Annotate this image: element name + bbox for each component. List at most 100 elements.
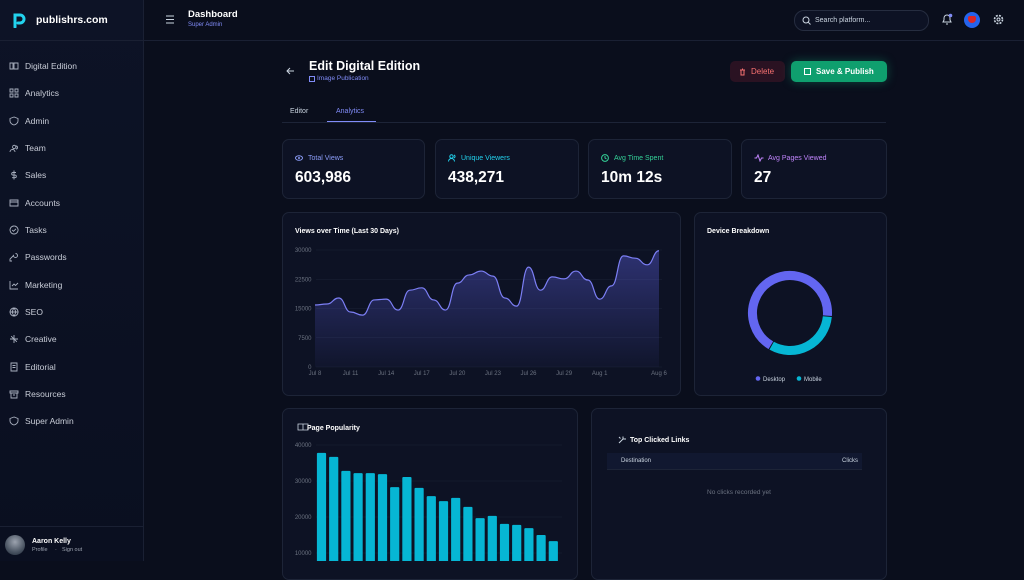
stat-value: 438,271 — [448, 169, 505, 186]
page-title: Edit Digital Edition — [309, 59, 421, 73]
nav-icon — [9, 116, 19, 126]
x-tick-label: Aug 1 — [592, 371, 608, 377]
nav-item[interactable]: Admin — [9, 116, 49, 126]
y-tick-label: 7500 — [298, 336, 312, 342]
y-tick-label: 30000 — [295, 248, 312, 254]
nav-label: Resources — [25, 389, 66, 399]
delete-button[interactable]: Delete — [730, 61, 785, 82]
nav-item[interactable]: Tasks — [9, 225, 47, 235]
legend-label: Desktop — [763, 377, 786, 383]
user-avatar[interactable] — [5, 535, 25, 555]
profile-link[interactable]: Profile — [32, 547, 48, 553]
separator: · — [55, 547, 57, 553]
chart-title: Page Popularity — [307, 425, 360, 432]
save-button[interactable]: Save & Publish — [791, 61, 887, 82]
links-card: Top Clicked Links Destination Clicks No … — [591, 408, 887, 580]
brand: publishrs.com — [36, 14, 108, 26]
search-box[interactable]: Search platform... — [794, 10, 929, 31]
search-placeholder: Search platform... — [815, 17, 871, 24]
x-tick-label: Jul 20 — [449, 371, 466, 377]
nav-icon — [9, 88, 19, 98]
avatar[interactable] — [964, 12, 980, 28]
nav-label: Sales — [25, 170, 47, 180]
nav-label: Editorial — [25, 362, 56, 372]
topbar: Dashboard Super Admin Search platform... — [144, 0, 1024, 41]
bar — [499, 523, 510, 561]
nav-icon — [9, 307, 19, 317]
nav-item[interactable]: Digital Edition — [9, 61, 77, 71]
nav-item[interactable]: Marketing — [9, 280, 62, 290]
stat-value: 27 — [754, 169, 772, 186]
bar — [487, 515, 497, 561]
stat-card: Avg Time Spent 10m 12s — [588, 139, 732, 199]
nav-item[interactable]: Analytics — [9, 88, 59, 98]
stat-value: 603,986 — [295, 169, 352, 186]
y-tick-label: 0 — [308, 365, 312, 371]
bar — [341, 470, 351, 561]
nav-label: SEO — [25, 307, 43, 317]
back-button[interactable] — [286, 67, 295, 75]
x-tick-label: Jul 26 — [521, 371, 538, 377]
stat-card: Unique Viewers 438,271 — [435, 139, 579, 199]
nav-label: Marketing — [25, 280, 63, 290]
y-tick-label: 22500 — [295, 277, 312, 283]
book-icon — [297, 423, 309, 431]
nav-icon — [9, 225, 19, 235]
bar — [463, 506, 473, 561]
bar — [426, 496, 436, 561]
charts: Views over Time (Last 30 Days) 0 7500 15000… — [295, 228, 832, 561]
empty-message: No clicks recorded yet — [707, 489, 771, 496]
bar — [329, 456, 339, 561]
topbar-title: Dashboard — [188, 9, 238, 20]
y-tick-label: 40000 — [295, 443, 312, 449]
x-tick-label: Jul 17 — [414, 371, 431, 377]
nav-item[interactable]: Editorial — [9, 362, 56, 372]
nav-label: Accounts — [25, 198, 60, 208]
bar — [438, 501, 449, 561]
logo — [13, 13, 26, 28]
nav-item[interactable]: Resources — [9, 389, 66, 399]
stat-label: Avg Time Spent — [614, 155, 664, 162]
nav-label: Tasks — [25, 225, 47, 235]
page-subtitle: Image Publication — [317, 75, 369, 82]
stat-label: Unique Viewers — [461, 155, 510, 162]
x-tick-label: Aug 6 — [651, 371, 667, 377]
nav-item[interactable]: Passwords — [9, 252, 67, 262]
nav-icon — [9, 281, 19, 290]
sign-out-link[interactable]: Sign out — [62, 547, 83, 553]
bar — [475, 518, 485, 561]
bar — [316, 452, 327, 561]
bar — [377, 474, 388, 561]
settings[interactable] — [993, 14, 1004, 25]
nav-item[interactable]: Accounts — [9, 198, 60, 208]
tab-active[interactable]: Analytics — [336, 108, 365, 115]
legend-swatch — [796, 376, 802, 381]
nav-label: Team — [25, 143, 46, 153]
bar — [512, 524, 522, 561]
nav-icon — [11, 170, 17, 180]
nav-icon — [9, 199, 19, 207]
notifications[interactable] — [941, 13, 953, 26]
tab[interactable]: Editor — [290, 108, 309, 115]
column-header: Destination — [621, 458, 652, 464]
nav-item[interactable]: Sales — [9, 170, 46, 180]
nav-item[interactable]: SEO — [9, 307, 43, 317]
table-header — [607, 453, 862, 470]
menu-button[interactable] — [165, 15, 175, 24]
sidebar: publishrs.com Digital Edition Analytics Ad… — [0, 0, 144, 561]
bar — [390, 487, 400, 561]
save-label: Save & Publish — [816, 67, 874, 76]
nav-item[interactable]: Team — [9, 143, 46, 153]
x-tick-label: Jul 23 — [485, 371, 502, 377]
stat-value: 10m 12s — [601, 169, 663, 186]
stat-card: Avg Pages Viewed 27 — [741, 139, 887, 199]
nav-item[interactable]: Super Admin — [9, 416, 74, 426]
nav-label: Creative — [25, 334, 57, 344]
nav-icon — [9, 390, 19, 399]
delete-label: Delete — [751, 67, 775, 76]
nav-item[interactable]: Creative — [9, 334, 57, 344]
stat-label: Total Views — [308, 155, 344, 162]
nav-icon — [10, 335, 18, 343]
nav-label: Super Admin — [25, 416, 74, 426]
legend-swatch — [755, 376, 761, 381]
